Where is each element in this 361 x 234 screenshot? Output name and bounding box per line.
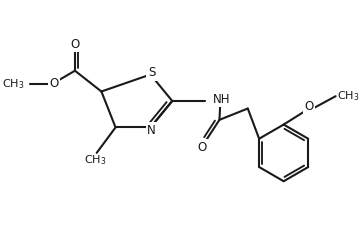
Text: NH: NH: [213, 93, 230, 106]
Text: O: O: [70, 38, 79, 51]
Text: N: N: [147, 124, 156, 137]
Text: CH$_3$: CH$_3$: [3, 77, 25, 91]
Text: CH$_3$: CH$_3$: [338, 89, 360, 103]
Text: O: O: [49, 77, 59, 91]
Text: O: O: [197, 141, 206, 154]
Text: O: O: [305, 100, 314, 113]
Text: CH$_3$: CH$_3$: [83, 154, 106, 167]
Text: S: S: [148, 66, 155, 79]
